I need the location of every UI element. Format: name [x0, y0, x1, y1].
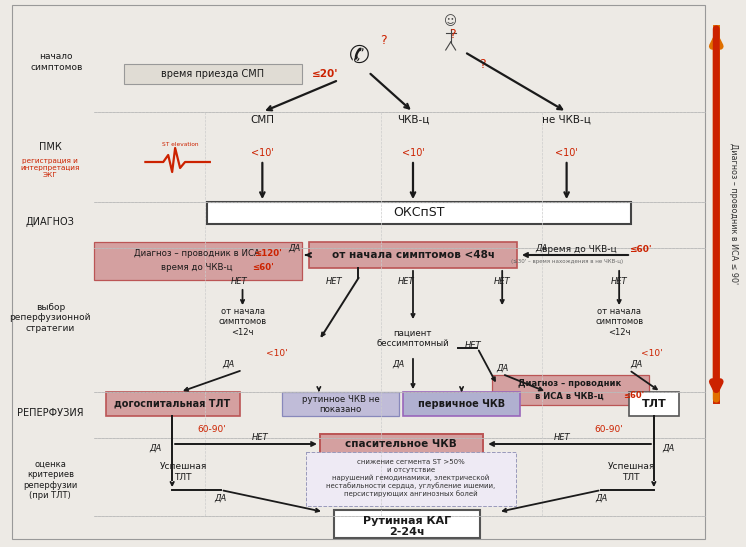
Text: НЕТ: НЕТ: [494, 277, 510, 287]
Bar: [320, 434, 483, 454]
Text: нарушений гемодинамики, электрической: нарушений гемодинамики, электрической: [333, 475, 489, 481]
Text: ДА: ДА: [595, 493, 607, 503]
Text: от начала
симптомов
<12ч: от начала симптомов <12ч: [595, 307, 643, 337]
Text: ТЛТ: ТЛТ: [642, 399, 666, 409]
Text: ДА: ДА: [496, 364, 508, 373]
Bar: [333, 510, 480, 538]
Text: снижение сегмента ST >50%: снижение сегмента ST >50%: [357, 459, 465, 465]
Text: от начала симптомов <48ч: от начала симптомов <48ч: [331, 250, 495, 260]
Bar: [306, 452, 516, 506]
Text: НЕТ: НЕТ: [231, 277, 248, 287]
Text: 60-90': 60-90': [197, 426, 226, 434]
Text: ДА: ДА: [662, 444, 675, 452]
Text: рутинное ЧКВ не: рутинное ЧКВ не: [302, 395, 380, 404]
Text: НЕТ: НЕТ: [252, 433, 269, 441]
Text: от начала
симптомов
<12ч: от начала симптомов <12ч: [219, 307, 266, 337]
Text: начало
симптомов: начало симптомов: [30, 53, 82, 72]
Text: не ЧКВ-ц: не ЧКВ-ц: [542, 115, 591, 125]
Text: ≤120': ≤120': [254, 248, 282, 258]
Text: время приезда СМП: время приезда СМП: [161, 69, 264, 79]
Text: Рутинная КАГ: Рутинная КАГ: [363, 516, 451, 526]
Text: и отсутствие: и отсутствие: [387, 467, 435, 473]
Text: СМП: СМП: [251, 115, 275, 125]
Text: показано: показано: [319, 405, 362, 415]
Text: ?: ?: [380, 33, 386, 46]
Text: в ИСА в ЧКВ-ц: в ИСА в ЧКВ-ц: [536, 392, 604, 400]
Bar: [629, 392, 679, 416]
Text: догоспитальная ТЛТ: догоспитальная ТЛТ: [114, 399, 231, 409]
Text: ДИАГНОЗ: ДИАГНОЗ: [26, 217, 75, 227]
Text: НЕТ: НЕТ: [554, 433, 570, 441]
Text: ДА: ДА: [536, 243, 548, 253]
Text: выбор
реперфузионной
стратегии: выбор реперфузионной стратегии: [10, 303, 91, 333]
Text: ≤60': ≤60': [623, 392, 645, 400]
Text: ✆: ✆: [349, 44, 370, 68]
Text: первичное ЧКВ: первичное ЧКВ: [418, 399, 505, 409]
Bar: [403, 392, 520, 416]
Text: Диагноз – проводник: Диагноз – проводник: [518, 380, 621, 388]
Text: ST elevation: ST elevation: [162, 143, 198, 148]
Text: ?: ?: [449, 28, 456, 42]
Text: ЧКВ-ц: ЧКВ-ц: [397, 115, 429, 125]
Text: регистрация и
интерпретация
ЭКГ: регистрация и интерпретация ЭКГ: [21, 158, 80, 178]
Text: ДА: ДА: [149, 444, 161, 452]
Bar: [94, 242, 302, 280]
Bar: [124, 64, 302, 84]
Text: время до ЧКВ-ц: время до ЧКВ-ц: [161, 264, 233, 272]
Text: ОКСпST: ОКСпST: [393, 207, 445, 219]
Text: ≤60': ≤60': [252, 264, 275, 272]
Text: ДА: ДА: [288, 243, 300, 253]
Bar: [309, 242, 517, 268]
Text: ПМК: ПМК: [39, 142, 62, 152]
Text: НЕТ: НЕТ: [611, 277, 627, 287]
Text: РЕПЕРФУЗИЯ: РЕПЕРФУЗИЯ: [17, 408, 84, 418]
Text: спасительное ЧКВ: спасительное ЧКВ: [345, 439, 457, 449]
Text: НЕТ: НЕТ: [465, 340, 481, 350]
Text: Успешная
ТЛТ: Успешная ТЛТ: [160, 462, 207, 482]
Text: <10': <10': [266, 350, 288, 358]
Text: нестабильности сердца, углубление ишемии,: нестабильности сердца, углубление ишемии…: [327, 482, 495, 490]
Text: НЕТ: НЕТ: [325, 277, 342, 287]
Text: время до ЧКВ-ц: время до ЧКВ-ц: [542, 246, 616, 254]
Text: персистирующих ангинозных болей: персистирующих ангинозных болей: [344, 491, 478, 497]
Text: (≤30' – время нахождения в не ЧКВ-ц): (≤30' – время нахождения в не ЧКВ-ц): [510, 259, 623, 264]
Bar: [207, 202, 631, 224]
Text: Успешная
ТЛТ: Успешная ТЛТ: [607, 462, 655, 482]
Text: ДА: ДА: [392, 359, 404, 369]
Text: Диагноз – проводник в ИСА: Диагноз – проводник в ИСА: [134, 248, 260, 258]
Bar: [492, 375, 649, 405]
Text: <10': <10': [401, 148, 424, 158]
Bar: [282, 392, 399, 416]
Text: 60-90': 60-90': [595, 426, 623, 434]
Text: ☺: ☺: [444, 15, 457, 28]
Text: <10': <10': [641, 350, 662, 358]
Text: пациент
бессимптомный: пациент бессимптомный: [377, 328, 449, 348]
Text: ДА: ДА: [222, 359, 235, 369]
Bar: [106, 392, 239, 416]
Text: <10': <10': [555, 148, 578, 158]
Text: Диагноз – проводник в ИСА ≤ 90': Диагноз – проводник в ИСА ≤ 90': [729, 143, 738, 284]
Text: НЕТ: НЕТ: [398, 277, 414, 287]
Text: ?: ?: [479, 59, 486, 72]
Text: 2-24ч: 2-24ч: [389, 527, 425, 537]
Text: оценка
критериев
реперфузии
(при ТЛТ): оценка критериев реперфузии (при ТЛТ): [23, 460, 78, 500]
Text: ДА: ДА: [215, 493, 227, 503]
Text: ≤20': ≤20': [312, 69, 339, 79]
Text: <10': <10': [251, 148, 274, 158]
Text: ДА: ДА: [630, 359, 642, 369]
Text: ≤60': ≤60': [629, 246, 652, 254]
